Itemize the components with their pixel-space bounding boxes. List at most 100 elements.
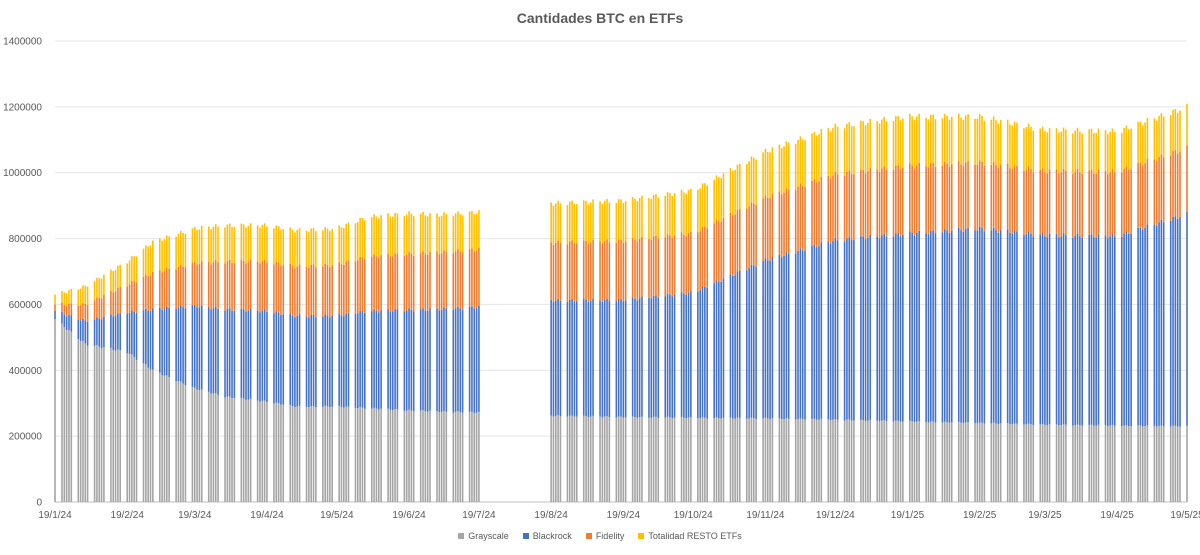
bar-grayscale (280, 404, 282, 502)
bar-fidelity (128, 284, 131, 313)
bar-blackrock (1123, 233, 1125, 426)
bar-fidelity (697, 232, 699, 292)
bar-grayscale (396, 409, 399, 502)
bar-grayscale (193, 387, 196, 502)
bar-totalidad-resto-etfs (706, 185, 708, 229)
bar-blackrock (152, 308, 154, 370)
bar-blackrock (853, 239, 855, 421)
bar-grayscale (100, 348, 103, 502)
bar-blackrock (1079, 236, 1081, 426)
bar-grayscale (820, 418, 823, 502)
bar-blackrock (673, 294, 676, 418)
bar-grayscale (701, 417, 704, 502)
bar-blackrock (655, 295, 657, 417)
bar-grayscale (864, 420, 867, 502)
bar-fidelity (934, 166, 937, 234)
bar-grayscale (1158, 425, 1160, 502)
bar-totalidad-resto-etfs (196, 230, 198, 265)
bar-fidelity (568, 241, 571, 300)
bar-blackrock (687, 292, 690, 418)
bar-grayscale (454, 411, 457, 502)
bar-grayscale (962, 423, 965, 502)
bar-grayscale (1123, 425, 1125, 502)
bar-totalidad-resto-etfs (892, 121, 895, 170)
bar-blackrock (86, 321, 89, 346)
bar-grayscale (340, 406, 343, 502)
bar-totalidad-resto-etfs (606, 199, 608, 240)
bar-fidelity (1016, 166, 1018, 232)
bar-fidelity (736, 209, 739, 272)
bar-totalidad-resto-etfs (147, 246, 149, 277)
bar-blackrock (166, 306, 168, 376)
bar-fidelity (769, 198, 771, 261)
bar-totalidad-resto-etfs (226, 224, 229, 261)
bar-grayscale (934, 422, 937, 502)
bar-totalidad-resto-etfs (582, 200, 585, 241)
bar-fidelity (70, 303, 73, 316)
bar-fidelity (566, 244, 569, 302)
bar-totalidad-resto-etfs (638, 198, 641, 239)
legend-swatch (458, 533, 465, 539)
bar-grayscale (405, 410, 408, 502)
bar-fidelity (387, 253, 389, 310)
bar-blackrock (974, 230, 976, 424)
bar-blackrock (324, 314, 326, 406)
x-tick-label: 19/11/24 (746, 510, 785, 521)
bar-grayscale (685, 418, 688, 502)
bar-blackrock (331, 315, 333, 407)
bar-fidelity (245, 263, 247, 312)
bar-grayscale (61, 323, 63, 502)
bar-fidelity (916, 165, 918, 233)
bar-fidelity (860, 169, 862, 237)
bar-fidelity (177, 266, 180, 308)
bar-fidelity (1127, 169, 1130, 234)
bar-totalidad-resto-etfs (967, 114, 969, 162)
bar-blackrock (736, 271, 739, 418)
bar-blackrock (1060, 236, 1063, 426)
bar-blackrock (277, 312, 280, 404)
bar-blackrock (813, 244, 816, 419)
bar-grayscale (860, 419, 862, 502)
bar-fidelity (706, 228, 708, 288)
bar-grayscale (909, 420, 911, 502)
bar-blackrock (345, 313, 347, 407)
bar-fidelity (766, 198, 769, 261)
bar-totalidad-resto-etfs (370, 217, 373, 257)
bar-totalidad-resto-etfs (1011, 125, 1014, 169)
bar-fidelity (326, 264, 329, 316)
bar-blackrock (1095, 237, 1097, 426)
bar-totalidad-resto-etfs (1146, 117, 1149, 159)
bar-totalidad-resto-etfs (636, 201, 639, 242)
bar-totalidad-resto-etfs (641, 195, 643, 237)
bar-totalidad-resto-etfs (1006, 119, 1009, 164)
bar-fidelity (1058, 173, 1060, 238)
bar-blackrock (869, 234, 872, 420)
bar-totalidad-resto-etfs (217, 226, 219, 263)
bar-grayscale (943, 421, 946, 502)
bar-totalidad-resto-etfs (1025, 127, 1028, 170)
bar-totalidad-resto-etfs (783, 146, 785, 193)
legend-item: Grayscale (458, 531, 509, 541)
bar-totalidad-resto-etfs (1079, 131, 1081, 173)
bar-blackrock (801, 250, 804, 420)
bar-blackrock (652, 295, 655, 417)
bar-fidelity (1039, 170, 1042, 235)
bar-grayscale (1162, 426, 1165, 502)
bar-grayscale (1160, 425, 1163, 502)
bar-blackrock (603, 299, 606, 417)
bar-fidelity (552, 244, 555, 303)
bar-totalidad-resto-etfs (266, 226, 268, 263)
bar-grayscale (992, 422, 995, 502)
bar-blackrock (354, 313, 357, 409)
bar-totalidad-resto-etfs (473, 214, 476, 252)
bar-totalidad-resto-etfs (860, 120, 862, 170)
bar-totalidad-resto-etfs (1127, 129, 1130, 170)
bar-fidelity (559, 242, 562, 301)
bar-fidelity (277, 262, 280, 313)
bar-totalidad-resto-etfs (566, 205, 569, 245)
bar-blackrock (843, 241, 846, 421)
bar-grayscale (422, 410, 424, 502)
bar-totalidad-resto-etfs (748, 161, 750, 207)
bar-totalidad-resto-etfs (655, 194, 657, 236)
bar-fidelity (324, 263, 326, 315)
